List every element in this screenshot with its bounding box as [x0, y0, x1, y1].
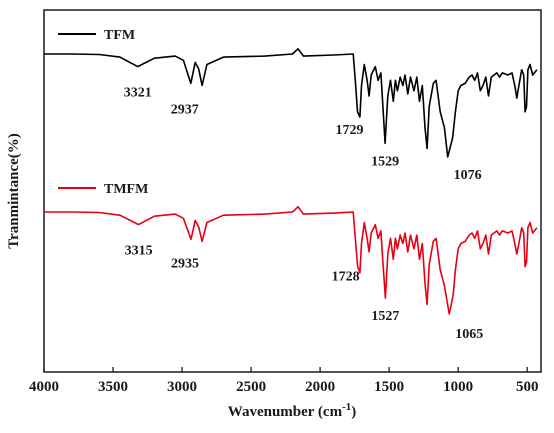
- peak-label: 1065: [455, 327, 483, 342]
- x-tick-label: 3500: [98, 379, 128, 395]
- peak-labels: 3321 2937 1729 1529 1076 3315 2935 1728 1527 1065: [124, 86, 483, 342]
- y-axis-label: Tranmintance(%): [6, 133, 22, 249]
- plot-frame: [43, 9, 542, 373]
- series-line-tfm: [44, 48, 538, 158]
- series-layer: [44, 48, 538, 315]
- x-tick-label: 2000: [305, 379, 335, 395]
- x-tick-label: 500: [516, 379, 539, 395]
- x-axis-ticks: 4000 3500 3000 2500 2000 1500 1000 500: [29, 367, 538, 395]
- peak-label: 1729: [336, 123, 364, 138]
- x-tick-label: 2500: [236, 379, 266, 395]
- x-tick-label: 3000: [167, 379, 197, 395]
- x-axis-label-unit-superscript: -1: [342, 401, 351, 413]
- peak-label: 1527: [371, 309, 399, 324]
- peak-label: 1529: [371, 154, 399, 169]
- x-axis-label-close: ): [351, 404, 356, 420]
- peak-label: 3321: [124, 86, 152, 101]
- x-tick-label: 4000: [29, 379, 59, 395]
- x-axis-label: Wavenumber (cm-1): [228, 401, 356, 420]
- x-tick-label: 1000: [443, 379, 473, 395]
- x-axis-label-text: Wavenumber (cm: [228, 404, 343, 420]
- peak-label: 2935: [171, 256, 199, 271]
- peak-label: 1076: [454, 168, 482, 183]
- peak-label: 3315: [125, 244, 153, 259]
- x-tick-label: 1500: [374, 379, 404, 395]
- series-line-tmfm: [44, 206, 538, 315]
- legend: TFM TMFM: [58, 28, 148, 197]
- peak-label: 2937: [171, 102, 199, 117]
- peak-label: 1728: [332, 270, 360, 285]
- legend-label-tmfm: TMFM: [104, 182, 148, 197]
- legend-label-tfm: TFM: [104, 28, 135, 43]
